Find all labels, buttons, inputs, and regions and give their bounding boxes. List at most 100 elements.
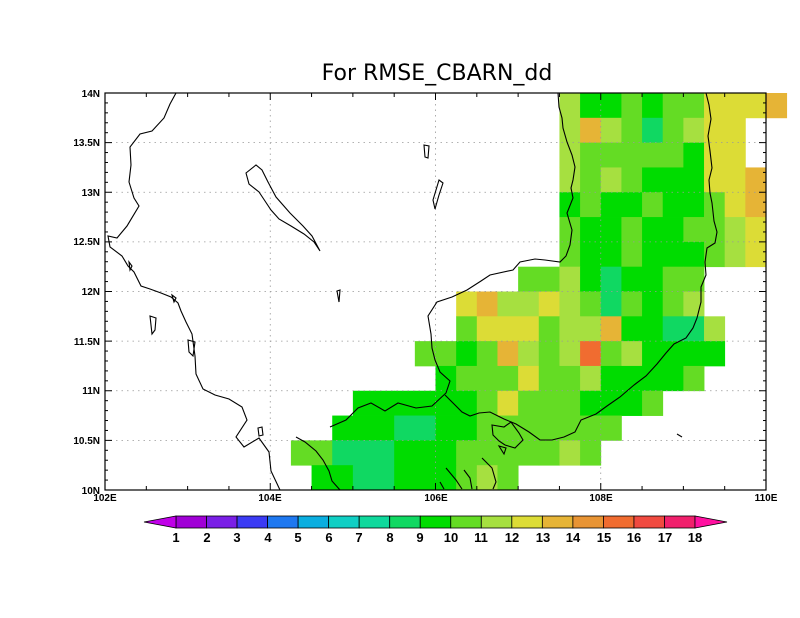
colorbar-label: 1 [172,530,179,545]
heatmap-cell [435,465,457,491]
heatmap-cell [580,440,602,466]
colorbar-label: 9 [416,530,423,545]
heatmap-cell [600,316,622,342]
heatmap-cell [600,415,622,441]
colorbar-segment [633,515,665,529]
heatmap-cell [456,316,478,342]
heatmap-cell [352,440,374,466]
heatmap-cell [580,241,602,268]
heatmap-cell [518,365,540,392]
heatmap-cell [704,341,726,367]
heatmap-cell [538,390,560,416]
heatmap-cell [559,365,581,392]
heatmap-cell [497,291,519,317]
heatmap-cell [538,365,560,392]
heatmap-cell [518,266,540,292]
heatmap-cell [435,440,457,466]
colorbar-label: 2 [203,530,210,545]
heatmap-cell [559,217,581,243]
heatmap-cell [476,440,498,466]
heatmap-cell [642,117,664,144]
heatmap-cell [559,390,581,416]
coastline [107,92,718,491]
heatmap-cell [580,142,602,168]
colorbar-segment [389,515,421,529]
heatmap-cell [476,316,498,342]
colorbar-segment [572,515,604,529]
x-tick-label: 102E [93,493,117,504]
heatmap-cell [683,341,705,367]
y-tick-labels: 10N 10.5N 11N 11.5N 12N 12.5N 13N 13.5N … [73,89,100,497]
heatmap-cell [662,316,684,342]
heatmap-cell [394,415,416,441]
heatmap-cell [414,390,436,416]
heatmap-cell [704,93,726,119]
heatmap-cell [642,316,664,342]
heatmap-cell [394,465,416,491]
heatmap-cell [538,440,560,466]
colorbar-label: 16 [627,530,641,545]
heatmap-cell [621,217,643,243]
heatmap-cell [559,117,581,144]
heatmap-cell [683,142,705,168]
heatmap-cell [662,217,684,243]
colorbar-label: 4 [264,530,272,545]
heatmap-cell [662,266,684,292]
heatmap-cell [559,440,581,466]
heatmap-cell [456,291,478,317]
heatmap-cell [332,415,354,441]
heatmap-cell [559,241,581,268]
heatmap-cell [352,415,374,441]
heatmap-cell [580,415,602,441]
heatmap-cell [435,390,457,416]
heatmap-cell [662,142,684,168]
heatmap-cell [497,316,519,342]
x-tick-labels: 102E 104E 106E 108E 110E [93,493,777,504]
colorbar-segment [480,515,513,529]
heatmap-cell [538,341,560,367]
heatmap-cell [621,241,643,268]
heatmap-cell [683,316,705,342]
heatmap-cell [662,341,684,367]
heatmap-cell [352,390,374,416]
heatmap-cell [538,291,560,317]
heatmap-cell [704,217,726,243]
heatmap-cell [642,167,664,193]
heatmap-cell [559,341,581,367]
heatmap-cell [662,241,684,268]
heatmap-cell [394,390,416,416]
heatmap-cell [580,167,602,193]
heatmap-cell [683,192,705,218]
heatmap-cell [683,93,705,119]
heatmap-cell [580,266,602,292]
heatmap-cell [642,93,664,119]
heatmap-cell [580,365,602,392]
heatmap-cell [414,465,436,491]
heatmap-cell [621,390,643,416]
heatmap-cell [414,341,436,367]
heatmap-cell [621,142,643,168]
heatmap-cell [724,142,746,168]
heatmap-cell [518,390,540,416]
colorbar-segment [419,515,452,529]
heatmap-cell [724,217,746,243]
colorbar-label: 18 [688,530,702,545]
heatmap-cell [621,167,643,193]
heatmap-cell [497,415,519,441]
heatmap-cell [600,142,622,168]
heatmap-cell [497,465,519,491]
heatmap-cell [538,415,560,441]
colorbar-label: 3 [233,530,240,545]
colorbar-label: 10 [444,530,458,545]
colorbar-segment [664,515,696,529]
heatmap-cell [580,316,602,342]
heatmap-cell [580,192,602,218]
heatmap-cell [662,291,684,317]
colorbar-label: 8 [386,530,393,545]
heatmap-cell [600,167,622,193]
colorbar-label: 6 [325,530,332,545]
heatmap-cell [456,415,478,441]
colorbar-segment [511,515,543,529]
heatmap-cell [642,142,664,168]
